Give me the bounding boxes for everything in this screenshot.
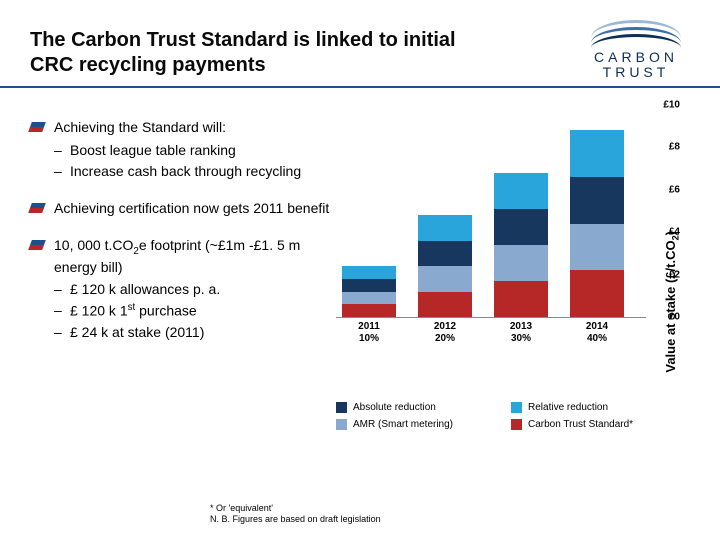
- bar-group: 201330%: [494, 173, 548, 317]
- logo-arcs-icon: [591, 20, 681, 48]
- footnote-line1: * Or 'equivalent': [210, 503, 381, 515]
- x-tick-label: 201440%: [570, 317, 624, 345]
- bar-segment-relative: [570, 130, 624, 177]
- logo-text-line2: TRUST: [576, 65, 696, 80]
- bullet-3-text: 10, 000 t.CO2e footprint (~£1m -£1. 5 m …: [54, 237, 300, 275]
- legend-item-amr: AMR (Smart metering): [336, 419, 501, 430]
- bar-segment-relative: [494, 173, 548, 209]
- legend: Absolute reduction Relative reduction AM…: [336, 402, 676, 430]
- bar-group: 201220%: [418, 215, 472, 317]
- bar-segment-absolute: [570, 177, 624, 224]
- bullet-3c: £ 24 k at stake (2011): [54, 323, 330, 342]
- logo-text-line1: CARBON: [576, 50, 696, 65]
- page-title: The Carbon Trust Standard is linked to i…: [30, 28, 470, 78]
- bar-segment-cts: [570, 270, 624, 317]
- y-tick-label: £6: [669, 184, 680, 195]
- body: Achieving the Standard will: Boost leagu…: [0, 88, 720, 430]
- plot-area: £0£2£4£6£8£10201110%201220%201330%201440…: [336, 106, 646, 318]
- footnote-line2: N. B. Figures are based on draft legisla…: [210, 514, 381, 526]
- bullet-1b: Increase cash back through recycling: [54, 162, 330, 181]
- bar-segment-absolute: [494, 209, 548, 245]
- legend-item-relative: Relative reduction: [511, 402, 676, 413]
- bullet-3a: £ 120 k allowances p. a.: [54, 280, 330, 299]
- chart-area: £0£2£4£6£8£10201110%201220%201330%201440…: [330, 106, 716, 430]
- bar-segment-relative: [342, 266, 396, 279]
- y-tick-label: £10: [663, 100, 680, 111]
- bullet-2: Achieving certification now gets 2011 be…: [30, 199, 330, 218]
- x-tick-label: 201330%: [494, 317, 548, 345]
- bar-segment-amr: [342, 292, 396, 305]
- swatch-icon: [336, 402, 347, 413]
- swatch-icon: [511, 402, 522, 413]
- swatch-icon: [336, 419, 347, 430]
- bullet-3b: £ 120 k 1st purchase: [54, 301, 330, 321]
- bar-segment-cts: [494, 281, 548, 317]
- legend-item-cts: Carbon Trust Standard*: [511, 419, 676, 430]
- bullet-1a: Boost league table ranking: [54, 141, 330, 160]
- value-at-stake-chart: £0£2£4£6£8£10201110%201220%201330%201440…: [336, 106, 646, 356]
- bullet-list: Achieving the Standard will: Boost leagu…: [30, 106, 330, 430]
- bar-segment-amr: [418, 266, 472, 291]
- bar-segment-absolute: [342, 279, 396, 292]
- x-tick-label: 201110%: [342, 317, 396, 345]
- swatch-icon: [511, 419, 522, 430]
- bar-segment-absolute: [418, 241, 472, 266]
- bar-segment-cts: [418, 292, 472, 317]
- bar-group: 201110%: [342, 266, 396, 317]
- bullet-1: Achieving the Standard will: Boost leagu…: [30, 118, 330, 181]
- carbon-trust-logo: CARBON TRUST: [576, 20, 696, 81]
- header: The Carbon Trust Standard is linked to i…: [0, 0, 720, 88]
- bullet-3: 10, 000 t.CO2e footprint (~£1m -£1. 5 m …: [30, 236, 330, 342]
- bar-segment-cts: [342, 304, 396, 317]
- bar-segment-amr: [494, 245, 548, 281]
- legend-item-absolute: Absolute reduction: [336, 402, 501, 413]
- bar-segment-amr: [570, 224, 624, 271]
- y-axis-title: Value at stake (£/t.CO2): [663, 231, 681, 373]
- bar-segment-relative: [418, 215, 472, 240]
- bar-group: 201440%: [570, 130, 624, 317]
- x-tick-label: 201220%: [418, 317, 472, 345]
- footnote: * Or 'equivalent' N. B. Figures are base…: [210, 503, 381, 526]
- y-tick-label: £8: [669, 142, 680, 153]
- bullet-1-text: Achieving the Standard will:: [54, 119, 226, 135]
